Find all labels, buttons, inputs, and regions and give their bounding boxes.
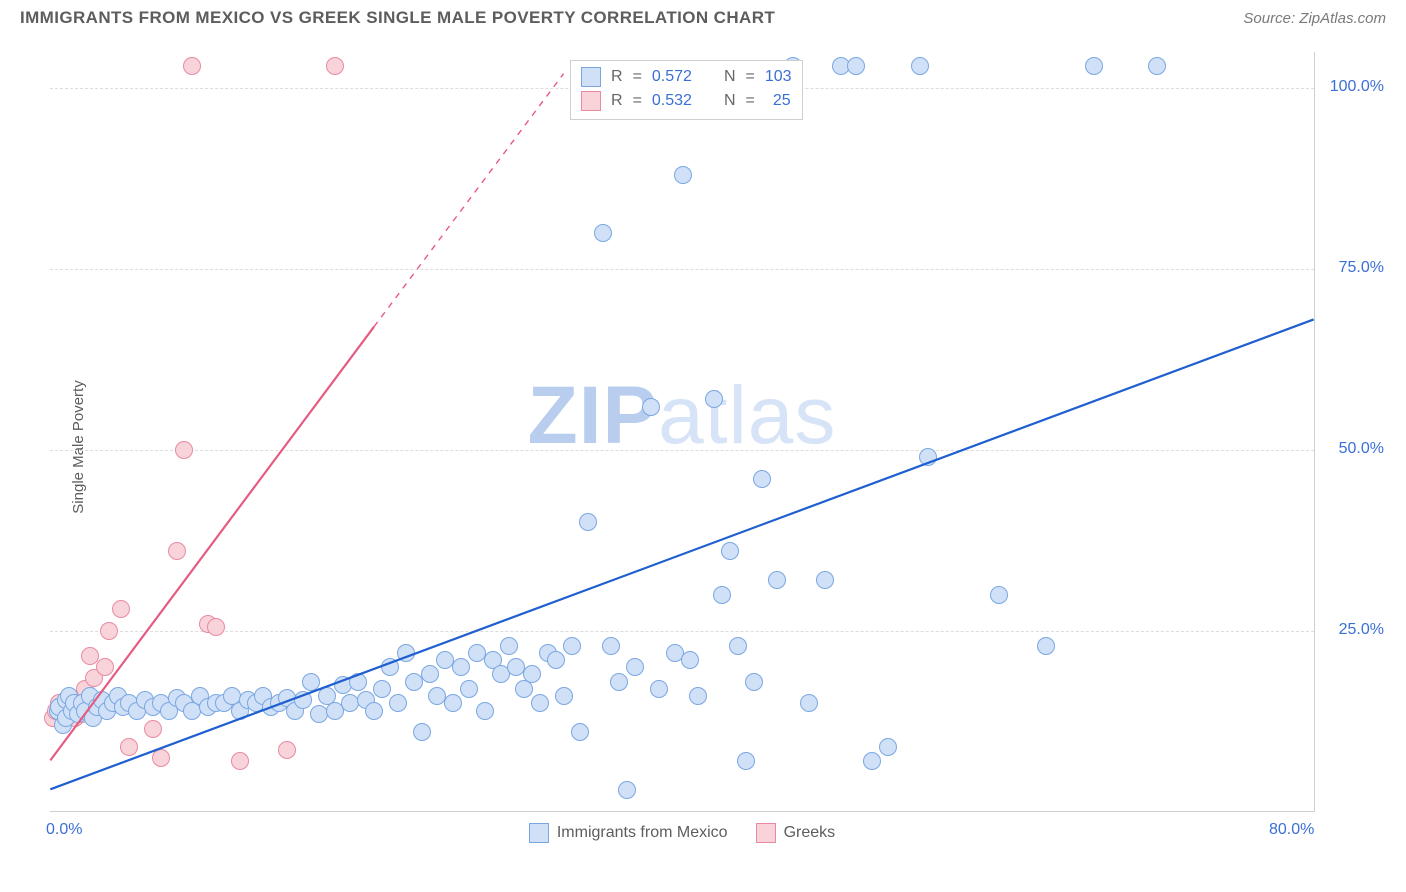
stat-eq: = <box>633 92 642 110</box>
trend-line <box>374 74 564 327</box>
y-tick-label: 50.0% <box>1324 440 1384 458</box>
legend: Immigrants from Mexico Greeks <box>50 823 1314 843</box>
stat-n-label: N <box>724 68 736 86</box>
swatch-mexico <box>581 67 601 87</box>
stat-row-greek: R = 0.532 N = 25 <box>581 89 792 113</box>
y-tick-label: 100.0% <box>1324 78 1384 96</box>
y-tick-label: 75.0% <box>1324 259 1384 277</box>
y-tick-label: 25.0% <box>1324 621 1384 639</box>
legend-swatch-greek <box>756 823 776 843</box>
stat-n-mexico: 103 <box>765 68 792 86</box>
trend-line <box>50 327 374 761</box>
page-title: IMMIGRANTS FROM MEXICO VS GREEK SINGLE M… <box>20 8 775 28</box>
legend-item-greek: Greeks <box>756 823 836 843</box>
x-tick-label: 0.0% <box>46 821 82 839</box>
trend-line <box>50 319 1313 789</box>
trend-lines-svg <box>50 52 1314 811</box>
chart-container: Single Male Poverty ZIPatlas R = 0.572 N… <box>50 52 1370 842</box>
stat-eq: = <box>746 92 755 110</box>
stat-row-mexico: R = 0.572 N = 103 <box>581 65 792 89</box>
legend-label-mexico: Immigrants from Mexico <box>557 824 728 842</box>
legend-item-mexico: Immigrants from Mexico <box>529 823 728 843</box>
source-prefix: Source: <box>1243 10 1299 27</box>
source-link[interactable]: ZipAtlas.com <box>1299 10 1386 27</box>
x-tick-label: 80.0% <box>1269 821 1314 839</box>
stat-n-greek: 25 <box>765 92 791 110</box>
legend-label-greek: Greeks <box>784 824 836 842</box>
legend-swatch-mexico <box>529 823 549 843</box>
stat-eq: = <box>746 68 755 86</box>
plot-area: ZIPatlas R = 0.572 N = 103 R = 0.532 N <box>50 52 1315 812</box>
stat-r-label: R <box>611 68 623 86</box>
swatch-greek <box>581 91 601 111</box>
stat-r-mexico: 0.572 <box>652 68 692 86</box>
correlation-stats-box: R = 0.572 N = 103 R = 0.532 N = 25 <box>570 60 803 120</box>
stat-r-greek: 0.532 <box>652 92 692 110</box>
source-attribution: Source: ZipAtlas.com <box>1243 10 1386 27</box>
stat-n-label: N <box>724 92 736 110</box>
stat-r-label: R <box>611 92 623 110</box>
stat-eq: = <box>633 68 642 86</box>
